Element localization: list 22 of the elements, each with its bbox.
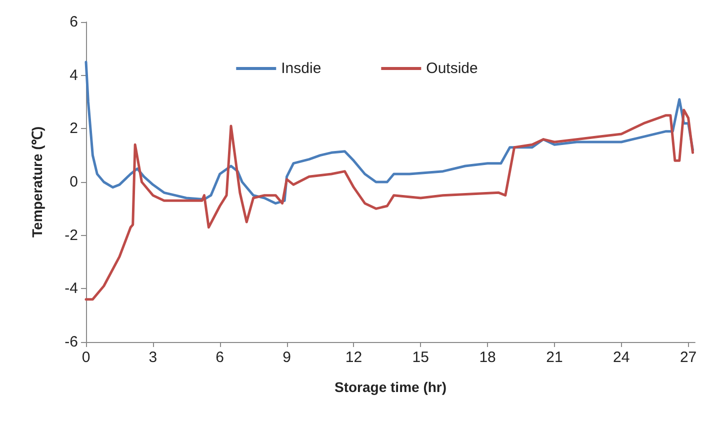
y-tick-label: 0 — [70, 174, 78, 190]
legend-label: Insdie — [281, 60, 322, 77]
line-series — [84, 108, 694, 301]
y-tick-label: -6 — [64, 334, 78, 350]
y-tick-label: -2 — [64, 226, 78, 244]
x-tick-label: 27 — [680, 349, 697, 366]
x-axis-title: Storage time (hr) — [334, 379, 447, 395]
x-tick-label: 18 — [479, 349, 496, 366]
legend-label: Outside — [426, 60, 478, 77]
x-tick-label: 15 — [412, 349, 429, 366]
x-tick-label: 24 — [613, 349, 630, 366]
x-tick-label: 9 — [282, 349, 291, 366]
y-tick-label: 4 — [70, 66, 78, 84]
x-tick-label: 0 — [82, 349, 90, 366]
y-tick-label: 6 — [70, 14, 78, 30]
x-tick-label: 12 — [345, 349, 362, 366]
y-axis-title: Temperature (℃) — [29, 126, 45, 238]
y-tick-label: -4 — [64, 280, 78, 298]
y-tick-label: 2 — [70, 120, 78, 138]
x-tick-label: 6 — [216, 349, 224, 366]
x-tick-label: 3 — [148, 349, 158, 366]
x-tick-label: 21 — [546, 349, 563, 366]
